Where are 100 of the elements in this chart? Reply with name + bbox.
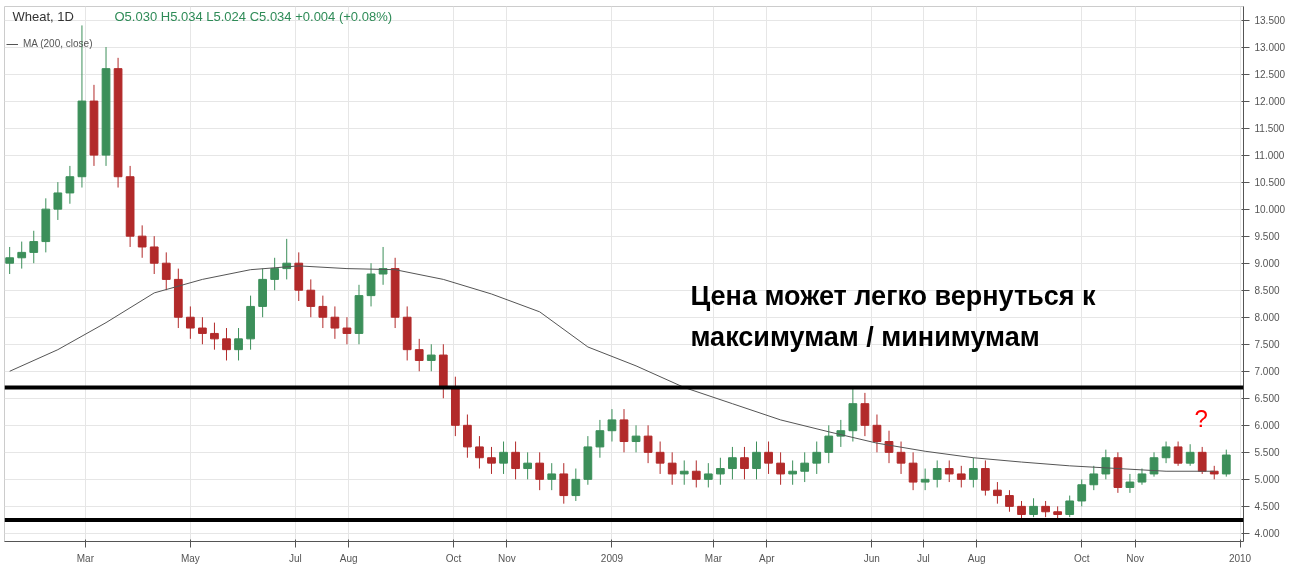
y-tick-label: 13.500 (1254, 15, 1286, 27)
x-tick-label: Jul (288, 552, 302, 564)
candlestick (571, 468, 581, 502)
candlestick (1149, 451, 1159, 478)
candlestick (812, 441, 822, 475)
candlestick (655, 441, 665, 475)
candlestick (1101, 449, 1111, 480)
y-tick-label: 11.000 (1254, 150, 1285, 162)
candlestick (342, 316, 352, 345)
candlestick (932, 459, 942, 488)
candlestick (426, 343, 436, 372)
y-tick-label: 9.500 (1254, 231, 1280, 243)
candlestick (715, 457, 725, 486)
candlestick (198, 316, 207, 345)
candlestick (1065, 495, 1075, 518)
y-tick-label: 9.000 (1254, 258, 1280, 270)
x-tick-label: Nov (1126, 552, 1144, 564)
candlestick (499, 441, 508, 475)
candlestick (776, 451, 785, 486)
candlestick (366, 262, 376, 307)
candlestick (944, 459, 954, 483)
candlestick (1017, 500, 1026, 521)
candlestick (1077, 478, 1087, 507)
x-tick-label: Mar (76, 552, 95, 564)
y-tick-label: 12.500 (1254, 69, 1286, 81)
x-tick-label: Aug (967, 552, 986, 564)
candlestick (475, 435, 484, 470)
candlestick (1197, 446, 1207, 475)
candlestick (884, 430, 894, 464)
x-tick-label: Oct (1073, 552, 1090, 564)
candlestick (547, 462, 557, 491)
candlestick (631, 424, 641, 453)
x-tick-label: Jun (863, 552, 880, 564)
y-tick-label: 7.500 (1254, 339, 1280, 351)
x-tick-label: May (180, 552, 200, 564)
x-tick-label: Nov (498, 552, 516, 564)
candlestick (1029, 497, 1038, 518)
annotation: ? (1194, 404, 1208, 432)
candlestick (1161, 441, 1171, 464)
candlestick (824, 424, 834, 464)
candlestick (1221, 449, 1231, 478)
candlestick (1125, 473, 1135, 494)
y-tick-label: 4.000 (1254, 528, 1280, 540)
candlestick (559, 462, 569, 505)
candlestick (896, 441, 906, 475)
candlestick (908, 451, 918, 491)
candlestick (740, 446, 749, 480)
y-tick-label: 4.500 (1254, 501, 1280, 513)
candlestick (234, 327, 243, 361)
candlestick (752, 441, 761, 480)
candlestick (607, 408, 617, 443)
y-tick-label: 11.500 (1254, 123, 1285, 135)
candlestick (65, 165, 75, 205)
candlestick (414, 338, 424, 372)
y-tick-label: 6.500 (1254, 393, 1280, 405)
annotation: Цена может легко вернуться к максимумам / минимумам (690, 281, 1097, 352)
candlestick (993, 481, 1002, 505)
x-tick-label: Oct (445, 552, 462, 564)
candlestick (330, 305, 340, 340)
candlestick (691, 459, 701, 488)
candlestick (968, 457, 978, 488)
candlestick (800, 451, 810, 483)
candlestick (643, 424, 653, 464)
candlestick (535, 451, 545, 491)
candlestick (956, 465, 966, 488)
candlestick (222, 327, 231, 361)
candlestick (149, 235, 159, 275)
candlestick (728, 446, 737, 480)
candlestick (306, 278, 316, 318)
candlestick (595, 419, 605, 459)
x-tick-label: Mar (704, 552, 723, 564)
candlestick (463, 414, 472, 459)
candlestick (185, 305, 195, 340)
y-tick-label: 5.000 (1254, 474, 1280, 486)
candlestick (487, 446, 496, 475)
candlestick (872, 414, 882, 453)
candlestick (981, 459, 990, 497)
candlestick (5, 246, 15, 275)
y-tick-label: 6.000 (1254, 420, 1280, 432)
candlestick (619, 408, 629, 453)
candlestick (860, 392, 870, 437)
candlestick (1089, 465, 1099, 491)
x-tick-label: Apr (759, 552, 776, 564)
candlestick (667, 451, 677, 486)
y-tick-label: 8.500 (1254, 285, 1280, 297)
candlestick (679, 459, 689, 486)
y-tick-label: 13.000 (1254, 42, 1286, 54)
candlestick (764, 441, 773, 475)
candlestick (270, 257, 280, 291)
chart-title: Wheat, 1D (12, 8, 74, 24)
candlestick (511, 441, 520, 480)
candlestick (788, 459, 798, 486)
candlestick (523, 451, 533, 480)
y-tick-label: 8.000 (1254, 312, 1280, 324)
candlestick (17, 241, 27, 270)
y-tick-label: 5.500 (1254, 447, 1280, 459)
x-tick-label: 2009 (600, 552, 624, 564)
candlestick (703, 462, 713, 488)
x-tick-label: 2010 (1228, 552, 1252, 564)
y-tick-label: 10.500 (1254, 177, 1286, 189)
